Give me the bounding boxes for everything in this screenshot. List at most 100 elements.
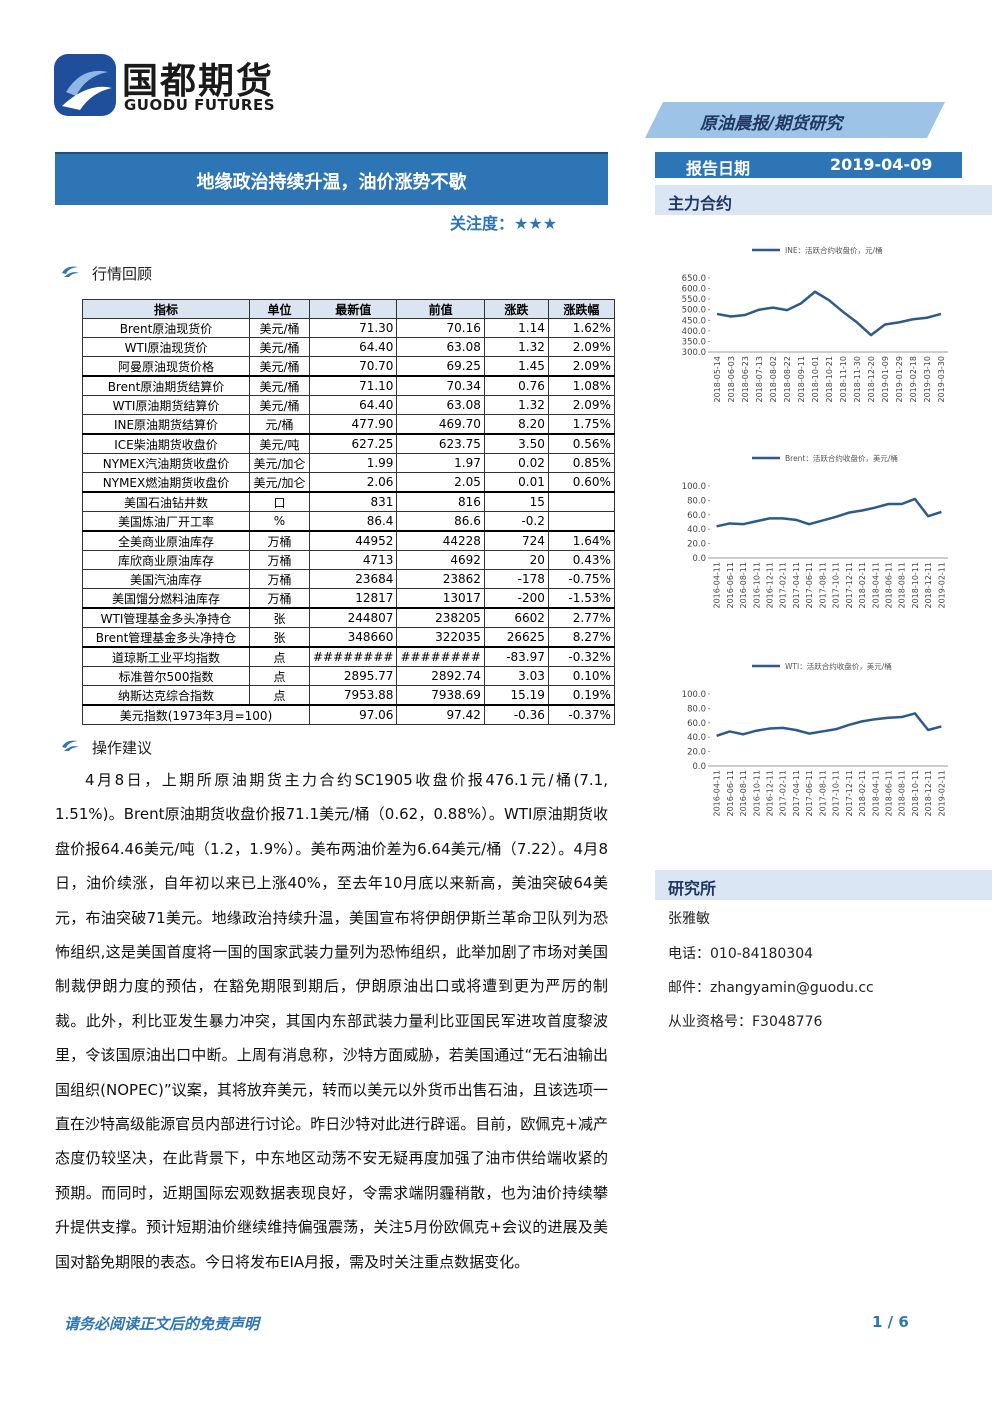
- table-cell: WTI原油期货结算价: [82, 395, 250, 415]
- chart: 300.0350.0400.0450.0500.0550.0600.0650.0…: [682, 245, 948, 403]
- legend-label: WTI：活跃合约收盘价，美元/桶: [785, 661, 892, 671]
- y-tick-label: 0.0: [692, 762, 706, 772]
- table-cell: 标准普尔500指数: [82, 666, 250, 686]
- table-cell: 7938.69: [396, 685, 485, 706]
- table-row: WTI管理基金多头净持仓张 244807 238205 6602 2.77%: [82, 607, 615, 628]
- table-header-cell: 指标: [82, 299, 250, 319]
- table-cell: 美元/桶: [249, 395, 310, 415]
- y-tick-label: 350.0: [682, 337, 706, 347]
- table-row: 美国炼油厂开工率% 86.4 86.6 -0.2: [82, 511, 615, 532]
- table-cell: WTI原油现货价: [82, 337, 250, 357]
- y-tick-label: 60.0: [687, 511, 706, 521]
- table-cell: -1.53%: [547, 588, 615, 609]
- table-cell: 美元/桶: [249, 318, 310, 338]
- x-tick-label: 2017-12-11: [845, 562, 854, 609]
- table-cell: 美元/桶: [249, 337, 310, 357]
- attention-label: 关注度：: [450, 214, 515, 233]
- table-cell: 美国馏分燃料油库存: [82, 588, 250, 609]
- table-row: 美国馏分燃料油库存 万桶 12817 13017 -200 -1.53%: [82, 588, 615, 609]
- table-cell: 1.62%: [547, 318, 615, 338]
- x-tick-label: 2018-12-11: [924, 770, 933, 817]
- table-cell: 348660: [308, 627, 398, 648]
- legend-label: INE：活跃合约收盘价，元/桶: [785, 245, 883, 255]
- analyst-name: 张雅敏: [668, 911, 710, 927]
- table-cell: 69.25: [396, 356, 485, 377]
- table-cell: [547, 511, 615, 532]
- table-cell: 4692: [396, 550, 485, 570]
- table-row: Brent管理基金多头净持仓张 348660 322035 26625 8.27%: [82, 627, 615, 648]
- y-tick-label: 40.0: [687, 733, 706, 743]
- x-tick-label: 2018-06-23: [741, 356, 750, 403]
- table-cell: 点: [249, 646, 310, 667]
- table-cell: NYMEX燃油期货收盘价: [82, 472, 250, 493]
- table-cell: 8.27%: [547, 627, 615, 648]
- table-cell: -0.2: [483, 511, 549, 532]
- table-cell: 道琼斯工业平均指数: [82, 646, 250, 667]
- table-cell: 623.75: [396, 433, 485, 454]
- disclaimer: 请务必阅读正文后的免责声明: [64, 1315, 260, 1333]
- table-cell: 86.4: [308, 511, 398, 532]
- section-icon: [62, 740, 79, 751]
- x-tick-label: 2016-04-11: [713, 562, 722, 609]
- table-cell: 万桶: [249, 530, 310, 551]
- table-row: NYMEX汽油期货收盘价 美元/加仑 1.99 1.97 0.02 0.85%: [82, 453, 615, 473]
- table-cell: 元/桶: [249, 414, 310, 435]
- table-cell: WTI管理基金多头净持仓: [82, 607, 250, 628]
- table-cell: 1.64%: [547, 530, 615, 551]
- table-row: WTI原油现货价 美元/桶 64.40 63.08 1.32 2.09%: [82, 337, 615, 357]
- table-header-cell: 前值: [396, 299, 485, 319]
- table-cell: 美元/桶: [249, 375, 310, 396]
- table-cell: -0.36: [483, 704, 549, 725]
- logo-text: 国都期货: [122, 61, 275, 102]
- table-row: 道琼斯工业平均指数点 ######## ######## -83.97 -0.32%: [82, 646, 615, 667]
- table-cell: 2.06: [308, 472, 398, 493]
- y-tick-label: 550.0: [682, 295, 706, 305]
- phone: 电话：010-84180304: [668, 946, 814, 962]
- table-cell: 1.32: [483, 395, 549, 415]
- y-tick-label: 500.0: [682, 306, 706, 316]
- table-cell: 张: [249, 607, 310, 628]
- table-row: NYMEX燃油期货收盘价 美元/加仑 2.06 2.05 0.01 0.60%: [82, 472, 615, 493]
- table-cell: -200: [483, 588, 549, 609]
- table-cell: 万桶: [249, 569, 310, 589]
- table-row: 美元指数(1973年3月=100) 97.06 97.42 -0.36 -0.37%: [82, 704, 615, 725]
- y-tick-label: 100.0: [682, 482, 706, 492]
- x-tick-label: 2018-06-03: [727, 356, 736, 403]
- x-tick-label: 2018-08-22: [783, 356, 792, 403]
- table-row: Brent原油期货结算价 美元/桶 71.10 70.34 0.76 1.08%: [82, 375, 615, 396]
- x-tick-label: 2018-12-20: [867, 356, 876, 403]
- table-cell: 2.09%: [547, 395, 615, 415]
- table-cell: 1.08%: [547, 375, 615, 396]
- table-cell: ########: [308, 646, 398, 667]
- x-tick-label: 2016-06-11: [726, 562, 735, 609]
- x-tick-label: 2016-08-11: [739, 770, 748, 817]
- table-cell: 0.02: [483, 453, 549, 473]
- date-label: 报告日期: [686, 159, 751, 178]
- table-cell: 26625: [483, 627, 549, 648]
- x-tick-label: 2017-10-11: [832, 562, 841, 609]
- x-tick-label: 2018-09-11: [797, 356, 806, 403]
- table-cell: 阿曼原油现货价格: [82, 356, 250, 377]
- table-row: WTI原油期货结算价 美元/桶 64.40 63.08 1.32 2.09%: [82, 395, 615, 415]
- table-header-cell: 最新值: [308, 299, 398, 319]
- table-cell: 12817: [308, 588, 398, 609]
- x-tick-label: 2016-10-11: [752, 562, 761, 609]
- x-tick-label: 2018-10-21: [825, 356, 834, 403]
- y-tick-label: 80.0: [687, 704, 706, 714]
- table-cell: 23684: [308, 569, 398, 589]
- x-tick-label: 2017-06-11: [805, 770, 814, 817]
- x-tick-label: 2018-04-11: [871, 562, 880, 609]
- table-cell: NYMEX汽油期货收盘价: [82, 453, 250, 473]
- table-cell: 64.40: [308, 337, 398, 357]
- table-cell: -83.97: [483, 646, 549, 667]
- x-tick-label: 2017-02-11: [779, 770, 788, 817]
- table-cell: 0.76: [483, 375, 549, 396]
- chart: 0.0 20.0 40.0 60.0 80.0 100.0 2016-04-11 2016-0…: [682, 453, 948, 609]
- table-cell: 70.70: [308, 356, 398, 377]
- y-tick-label: 0.0: [692, 554, 706, 564]
- attention: 关注度：★★★: [450, 210, 557, 234]
- table-cell: Brent管理基金多头净持仓: [82, 627, 250, 648]
- table-cell: 1.97: [396, 453, 485, 473]
- table-cell: 2.09%: [547, 337, 615, 357]
- table-cell: 库欣商业原油库存: [82, 550, 250, 570]
